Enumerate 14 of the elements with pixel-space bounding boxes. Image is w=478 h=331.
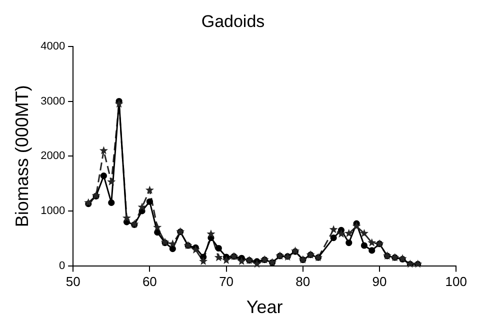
x-axis-title: Year [246,297,283,318]
chart-title: Gadoids [201,12,265,31]
y-tick-label: 2000 [40,150,66,162]
y-tick-label: 4000 [40,40,66,52]
y-axis-title: Biomass (000MT) [12,85,32,228]
x-tick-label: 60 [142,274,157,290]
x-tick-label: 50 [66,274,80,290]
x-tick-label: 80 [296,274,310,290]
y-tick-label: 0 [58,260,66,272]
x-tick-label: 70 [219,274,234,290]
y-tick-label: 3000 [40,95,66,108]
y-tick-label: 1000 [40,204,66,217]
x-tick-label: 90 [372,274,387,290]
x-tick-label: 100 [445,274,468,290]
